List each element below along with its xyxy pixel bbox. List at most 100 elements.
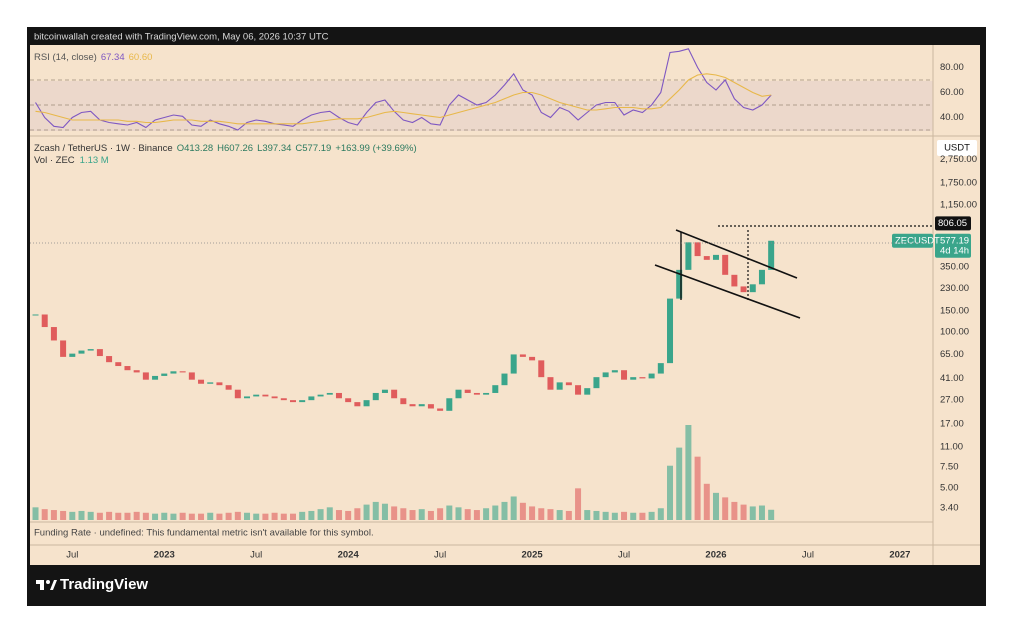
x-tick-label: Jul: [434, 550, 446, 561]
volume-bar: [207, 512, 214, 520]
volume-bar: [115, 512, 122, 520]
logo-mark: [40, 580, 44, 590]
volume-bar: [758, 505, 765, 520]
candle: [657, 363, 664, 374]
logo-mark: [50, 580, 57, 590]
rsi-tick-label: 80.00: [940, 62, 964, 73]
volume-bar: [611, 512, 618, 520]
x-tick-label: Jul: [802, 550, 814, 561]
candle: [667, 298, 674, 364]
open-label: O413.28: [177, 143, 213, 154]
volume-bar: [225, 512, 232, 520]
volume-bar: [308, 510, 315, 520]
candle: [547, 377, 554, 390]
x-tick-label: Jul: [618, 550, 630, 561]
volume-bar: [565, 510, 572, 520]
rsi-legend: RSI (14, close) 67.34 60.60: [34, 52, 152, 63]
candle: [768, 240, 775, 270]
volume-bar: [483, 508, 490, 520]
volume-bar: [87, 511, 94, 520]
candle: [731, 274, 738, 287]
volume-bar: [584, 510, 591, 520]
candle: [473, 392, 480, 395]
candle: [446, 398, 453, 411]
volume-bar: [648, 511, 655, 520]
candle: [611, 370, 618, 373]
volume-bar: [538, 508, 545, 520]
volume-bar: [731, 501, 738, 520]
candle: [262, 394, 269, 397]
volume-bar: [326, 507, 333, 520]
candle: [326, 392, 333, 395]
candle: [106, 356, 113, 363]
volume-bar: [685, 425, 692, 520]
y-tick-label: 1,150.00: [940, 199, 977, 210]
volume-value: 1.13 M: [80, 155, 109, 166]
close-label: C577.19: [295, 143, 331, 154]
x-tick-label: 2026: [705, 550, 726, 561]
chart-background: [30, 45, 980, 565]
low-label: L397.34: [257, 143, 291, 154]
price-legend: Zcash / TetherUS · 1W · Binance O413.28 H6…: [34, 143, 417, 154]
x-tick-label: 2027: [889, 550, 910, 561]
candle: [437, 408, 444, 411]
candle: [409, 404, 416, 407]
volume-bar: [170, 513, 177, 520]
volume-bar: [676, 447, 683, 520]
y-tick-label: 1,750.00: [940, 178, 977, 189]
volume-bar: [427, 510, 434, 520]
volume-bar: [335, 510, 342, 520]
candle: [758, 269, 765, 285]
volume-bar: [703, 483, 710, 520]
volume-bar: [354, 508, 361, 520]
candle: [749, 284, 756, 293]
y-tick-label: 7.50: [940, 461, 959, 472]
candle: [354, 402, 361, 407]
y-tick-label: 3.40: [940, 503, 959, 514]
symbol-tag: ZECUSDT: [895, 235, 940, 246]
rsi-line: [35, 48, 772, 131]
candle: [170, 371, 177, 374]
rsi-line: [35, 73, 772, 125]
volume-bar: [749, 506, 756, 520]
volume-bar: [621, 511, 628, 520]
candle: [32, 314, 39, 316]
volume-bar: [262, 513, 269, 520]
candle: [427, 404, 434, 409]
candle: [418, 404, 425, 407]
candle: [115, 362, 122, 367]
volume-bar: [106, 511, 113, 520]
candle: [60, 340, 67, 357]
volume-bar: [381, 503, 388, 520]
volume-bar: [289, 513, 296, 520]
candle: [244, 396, 251, 399]
candle: [198, 379, 205, 384]
volume-bar: [501, 501, 508, 520]
candle: [575, 385, 582, 395]
target-label: 806.05: [938, 218, 967, 229]
candle: [124, 366, 131, 371]
x-tick-label: 2024: [338, 550, 360, 561]
volume-bar: [639, 512, 646, 520]
y-tick-label: 17.00: [940, 419, 964, 430]
y-tick-label: 65.00: [940, 349, 964, 360]
volume-bar: [198, 513, 205, 520]
x-tick-label: 2025: [522, 550, 544, 561]
countdown: 4d 14h: [940, 245, 969, 256]
candle: [87, 349, 94, 351]
candle: [483, 392, 490, 395]
candle: [289, 400, 296, 403]
rsi-tick-label: 60.00: [940, 87, 964, 98]
candle: [78, 350, 85, 354]
volume-bar: [69, 511, 76, 520]
volume-bar: [253, 513, 260, 520]
volume-bar: [161, 512, 168, 520]
candle: [584, 388, 591, 395]
candle: [391, 389, 398, 399]
volume-bar: [712, 492, 719, 520]
candle: [510, 354, 517, 374]
candle: [234, 389, 241, 399]
volume-bar: [152, 513, 159, 520]
candle: [363, 400, 370, 407]
volume-legend: Vol · ZEC 1.13 M: [34, 155, 109, 166]
